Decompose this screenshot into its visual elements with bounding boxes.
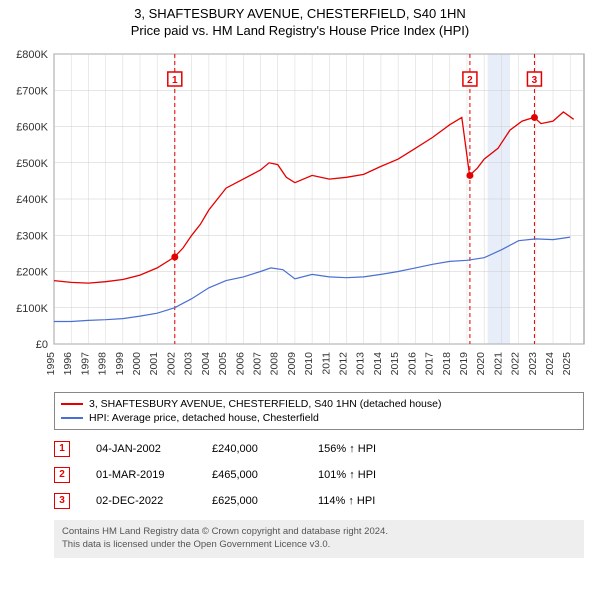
footer-line2: This data is licensed under the Open Gov… [62,539,576,552]
legend-swatch [61,417,83,419]
svg-text:2018: 2018 [441,352,453,376]
events-table: 1 04-JAN-2002 £240,000 156% ↑ HPI 2 01-MAR-20… [54,436,584,514]
event-price: £240,000 [212,443,292,455]
svg-text:3: 3 [532,75,538,86]
svg-text:2006: 2006 [234,352,246,376]
title-line2: Price paid vs. HM Land Registry's House … [4,23,596,38]
svg-text:2022: 2022 [510,352,522,376]
svg-text:2012: 2012 [338,352,350,376]
event-marker-box: 1 [54,441,70,457]
svg-text:2004: 2004 [200,352,212,376]
svg-text:1: 1 [172,75,178,86]
svg-text:2010: 2010 [303,352,315,376]
svg-text:2005: 2005 [217,352,229,376]
svg-text:2001: 2001 [148,352,160,376]
event-price: £465,000 [212,469,292,481]
svg-text:2009: 2009 [286,352,298,376]
svg-text:1997: 1997 [79,352,91,376]
svg-text:£500K: £500K [16,158,48,170]
svg-text:2021: 2021 [492,352,504,376]
svg-text:2015: 2015 [389,352,401,376]
footer-line1: Contains HM Land Registry data © Crown c… [62,526,576,539]
event-date: 04-JAN-2002 [96,443,186,455]
footer-notice: Contains HM Land Registry data © Crown c… [54,520,584,558]
svg-text:1999: 1999 [114,352,126,376]
event-hpi: 101% ↑ HPI [318,469,376,481]
event-marker-box: 3 [54,493,70,509]
svg-text:2016: 2016 [406,352,418,376]
event-row: 1 04-JAN-2002 £240,000 156% ↑ HPI [54,436,584,462]
legend-box: 3, SHAFTESBURY AVENUE, CHESTERFIELD, S40… [54,392,584,430]
svg-text:2019: 2019 [458,352,470,376]
svg-text:2023: 2023 [527,352,539,376]
svg-text:£200K: £200K [16,267,48,279]
svg-text:£700K: £700K [16,85,48,97]
svg-text:2003: 2003 [183,352,195,376]
legend-label: 3, SHAFTESBURY AVENUE, CHESTERFIELD, S40… [89,398,441,410]
svg-text:£400K: £400K [16,194,48,206]
event-date: 02-DEC-2022 [96,495,186,507]
svg-text:2: 2 [467,75,473,86]
svg-text:£600K: £600K [16,122,48,134]
svg-text:2000: 2000 [131,352,143,376]
event-hpi: 114% ↑ HPI [318,495,375,507]
event-row: 3 02-DEC-2022 £625,000 114% ↑ HPI [54,488,584,514]
svg-text:2024: 2024 [544,352,556,376]
legend-row: HPI: Average price, detached house, Ches… [61,411,577,425]
svg-text:£100K: £100K [16,303,48,315]
svg-text:2002: 2002 [165,352,177,376]
price-chart: £0 £100K £200K £300K £400K £500K £600K £700K £80… [0,46,600,386]
svg-text:2007: 2007 [251,352,263,376]
svg-text:2017: 2017 [424,352,436,376]
svg-text:1998: 1998 [97,352,109,376]
legend-swatch [61,403,83,405]
svg-text:2014: 2014 [372,352,384,376]
svg-text:£300K: £300K [16,230,48,242]
legend-row: 3, SHAFTESBURY AVENUE, CHESTERFIELD, S40… [61,397,577,411]
legend-label: HPI: Average price, detached house, Ches… [89,412,319,424]
svg-text:2025: 2025 [561,352,573,376]
svg-text:1996: 1996 [62,352,74,376]
svg-text:2020: 2020 [475,352,487,376]
svg-text:1995: 1995 [45,352,57,376]
title-line1: 3, SHAFTESBURY AVENUE, CHESTERFIELD, S40… [4,6,596,21]
svg-text:2011: 2011 [320,352,332,375]
svg-text:£0: £0 [36,339,48,351]
event-marker-box: 2 [54,467,70,483]
svg-text:2013: 2013 [355,352,367,376]
event-row: 2 01-MAR-2019 £465,000 101% ↑ HPI [54,462,584,488]
svg-text:2008: 2008 [269,352,281,376]
event-hpi: 156% ↑ HPI [318,443,376,455]
event-price: £625,000 [212,495,292,507]
svg-text:£800K: £800K [16,49,48,61]
event-date: 01-MAR-2019 [96,469,186,481]
